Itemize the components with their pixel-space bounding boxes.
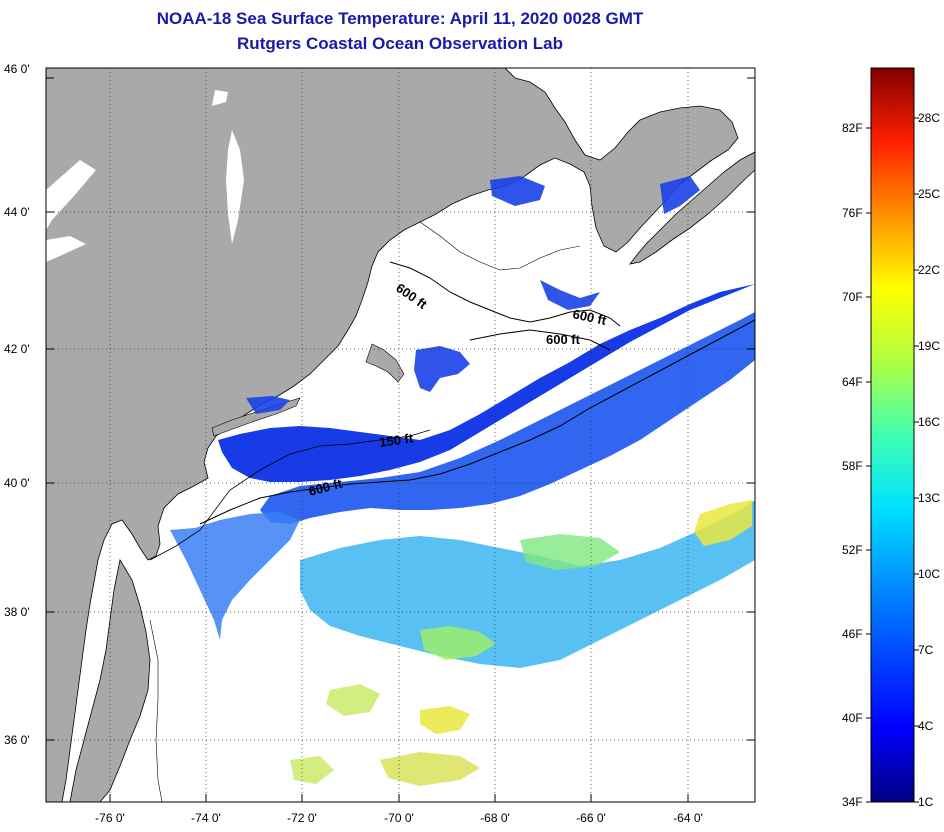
land-mainland bbox=[46, 68, 739, 802]
map-area: 600 ft 600 ft 600 ft 150 ft 600 ft bbox=[46, 68, 755, 802]
sst-region-slope bbox=[260, 312, 755, 524]
lat-tick-label: 42 0' bbox=[4, 342, 30, 356]
lake bbox=[226, 130, 244, 244]
land-nova-scotia bbox=[629, 151, 755, 265]
colorbar-c-label: 16C bbox=[918, 415, 940, 429]
sst-region-warm-patch bbox=[420, 626, 496, 660]
colorbar-f-label: 70F bbox=[842, 290, 863, 304]
lat-tick-label: 36 0' bbox=[4, 733, 30, 747]
contour-label: 150 ft bbox=[378, 430, 414, 450]
colorbar-f-label: 76F bbox=[842, 206, 863, 220]
contour-label: 600 ft bbox=[571, 306, 608, 328]
colorbar-f-label: 82F bbox=[842, 121, 863, 135]
lat-tick-label: 38 0' bbox=[4, 605, 30, 619]
colorbar-c-label: 13C bbox=[918, 491, 940, 505]
colorbar-c-label: 4C bbox=[918, 719, 934, 733]
lon-tick-label: -66 0' bbox=[576, 811, 606, 825]
colorbar-f-label: 46F bbox=[842, 627, 863, 641]
contour-inner bbox=[149, 619, 163, 802]
sst-region-south-patch bbox=[380, 752, 480, 786]
colorbar-c-label: 28C bbox=[918, 111, 940, 125]
colorbar-f-label: 64F bbox=[842, 375, 863, 389]
lon-tick-label: -76 0' bbox=[95, 811, 125, 825]
lon-tick-label: -68 0' bbox=[480, 811, 510, 825]
contour-600ft-shelf bbox=[199, 319, 755, 525]
colorbar-gradient bbox=[870, 67, 915, 803]
lon-tick-label: -64 0' bbox=[673, 811, 703, 825]
colorbar: 82F 76F 70F 64F 58F 52F 46F 40F 34F 28C … bbox=[842, 67, 940, 809]
land-cape-cod bbox=[365, 343, 405, 383]
map-subtitle: Rutgers Coastal Ocean Observation Lab bbox=[237, 34, 563, 53]
lon-tick-label: -70 0' bbox=[384, 811, 414, 825]
sst-region-south-patch bbox=[326, 684, 380, 716]
sst-data-layer bbox=[170, 176, 755, 786]
sst-region-warm bbox=[300, 500, 755, 668]
colorbar-c-label: 10C bbox=[918, 567, 940, 581]
sst-region-south-patch bbox=[420, 706, 470, 734]
map-frame bbox=[45, 67, 756, 803]
lake bbox=[46, 160, 96, 230]
contour-600ft-gulf bbox=[389, 261, 621, 327]
sst-region-bay bbox=[490, 176, 545, 206]
contour-150ft bbox=[149, 429, 431, 561]
lake bbox=[212, 90, 228, 106]
sst-region-bay bbox=[540, 280, 600, 310]
map-title: NOAA-18 Sea Surface Temperature: April 1… bbox=[156, 9, 644, 28]
sst-region-bay bbox=[660, 176, 700, 214]
colorbar-f-label: 34F bbox=[842, 795, 863, 809]
colorbar-c-label: 19C bbox=[918, 339, 940, 353]
colorbar-c-label: 7C bbox=[918, 643, 934, 657]
lon-tick-label: -72 0' bbox=[287, 811, 317, 825]
lake bbox=[46, 236, 86, 262]
sst-region-bay bbox=[414, 346, 470, 392]
sst-region-cold bbox=[218, 284, 755, 482]
sst-region-south-patch bbox=[290, 756, 334, 784]
lat-tick-label: 44 0' bbox=[4, 205, 30, 219]
lat-tick-label: 40 0' bbox=[4, 476, 30, 490]
colorbar-f-label: 40F bbox=[842, 711, 863, 725]
colorbar-c-label: 1C bbox=[918, 795, 934, 809]
axis-ticks bbox=[46, 77, 755, 802]
contour-gulf-inner bbox=[419, 221, 581, 271]
colorbar-f-label: 58F bbox=[842, 459, 863, 473]
colorbar-f-label: 52F bbox=[842, 543, 863, 557]
sst-region-warm-patch bbox=[694, 500, 752, 546]
colorbar-c-label: 25C bbox=[918, 187, 940, 201]
lat-tick-label: 46 0' bbox=[4, 62, 30, 76]
sst-region-shelf-south bbox=[170, 512, 300, 640]
sst-region-bay bbox=[246, 396, 290, 414]
sst-region-warm-patch bbox=[520, 534, 620, 570]
colorbar-c-label: 22C bbox=[918, 263, 940, 277]
contour-600ft-georges bbox=[469, 329, 611, 351]
lon-tick-label: -74 0' bbox=[191, 811, 221, 825]
contour-label: 600 ft bbox=[546, 332, 581, 347]
